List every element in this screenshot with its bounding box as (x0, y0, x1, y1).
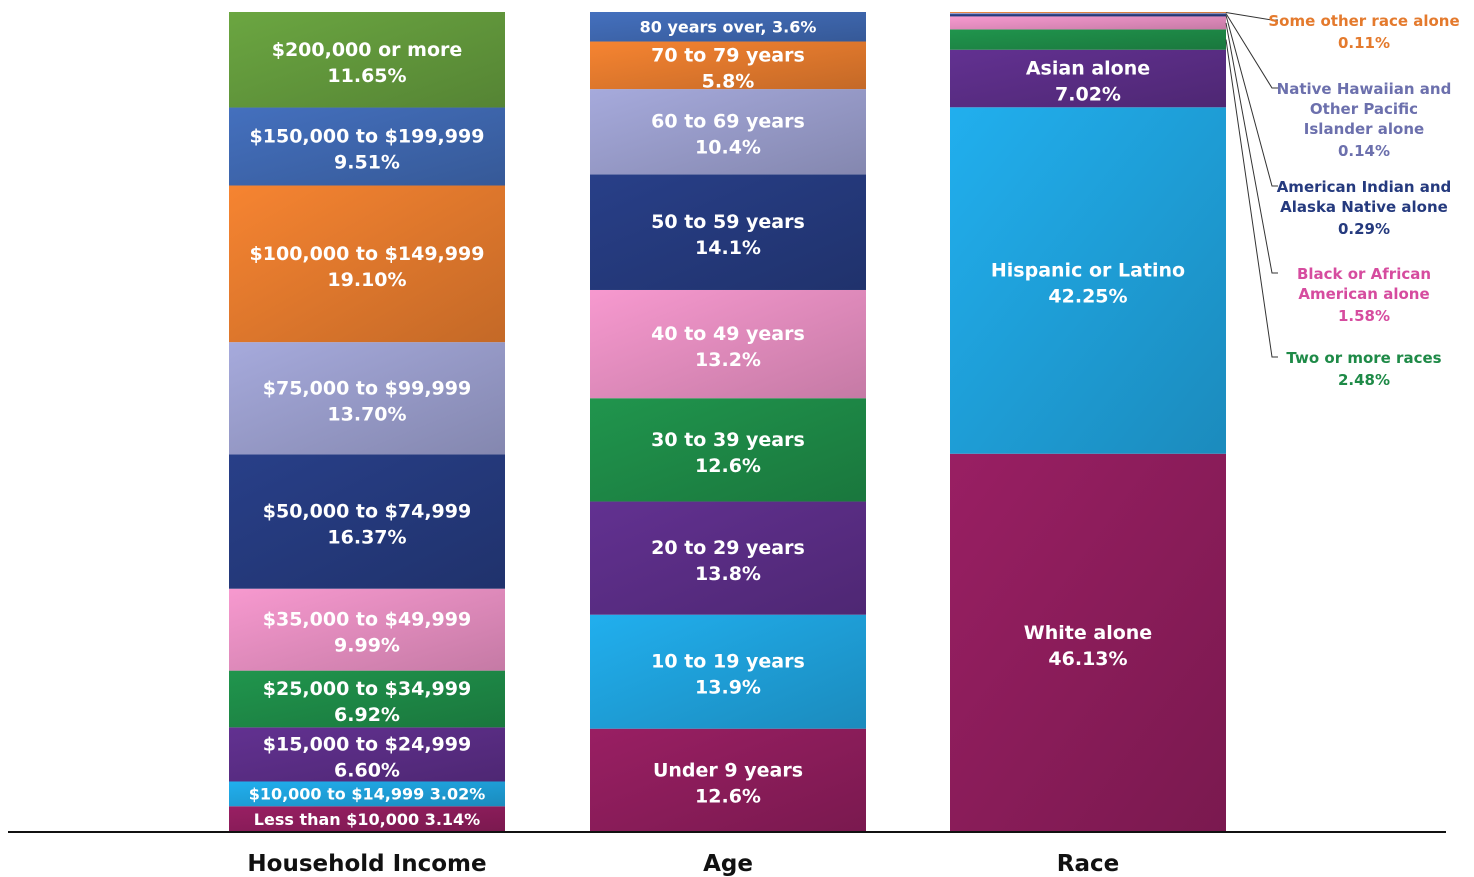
bar-segment-household-income-75-000-to-99-999 (229, 342, 505, 455)
bar-segment-household-income-150-000-to-199-999 (229, 107, 505, 186)
segment-value-75-000-to-99-999: 13.70% (327, 403, 406, 425)
segment-label-10-to-19-years: 10 to 19 years (651, 651, 805, 673)
category-label-age: Age (703, 851, 753, 877)
segment-value-white-alone: 46.13% (1048, 648, 1127, 670)
callout-label-some-other-race-alone-line-1: Some other race alone (1268, 12, 1459, 30)
bar-segment-race-native-hawaiian-and-other-pacific-islander-alone (950, 12, 1226, 15)
segment-value-30-to-39-years: 12.6% (695, 455, 761, 477)
segment-value-70-to-79-years: 5.8% (702, 70, 755, 92)
segment-value-40-to-49-years: 13.2% (695, 349, 761, 371)
segment-value-60-to-69-years: 10.4% (695, 137, 761, 159)
bar-segment-age-40-to-49-years (590, 289, 866, 399)
segment-value-150-000-to-199-999: 9.51% (334, 152, 400, 174)
segment-label-100-000-to-149-999: $100,000 to $149,999 (250, 243, 485, 265)
bar-segment-household-income-25-000-to-34-999 (229, 670, 505, 728)
callouts-layer: Two or more races 2.48% Black or African Am… (1225, 11, 1460, 389)
segment-label-200-000-or-more: $200,000 or more (272, 39, 463, 61)
segment-label-white-alone: White alone (1024, 622, 1152, 644)
bar-segment-age-50-to-59-years (590, 174, 866, 290)
callout-value-two-or-more-races: 2.48% (1338, 371, 1390, 389)
segment-value-under-9-years: 12.6% (695, 785, 761, 807)
callout-leader-black-or-african-american-alone (1225, 22, 1278, 274)
callout-leader-two-or-more-races (1225, 39, 1278, 358)
segment-value-hispanic-or-latino: 42.25% (1048, 286, 1127, 308)
callout-value-black-or-african-american-alone: 1.58% (1338, 307, 1390, 325)
segment-value-asian-alone: 7.02% (1055, 84, 1121, 106)
bar-segment-age-60-to-69-years (590, 89, 866, 175)
segment-value-50-to-59-years: 14.1% (695, 237, 761, 259)
category-labels-layer: Household Income Age Race (247, 851, 1119, 877)
callout-leader-native-hawaiian-and-other-pacific-islander-alone (1225, 13, 1278, 89)
segment-label-10-000-to-14-999: $10,000 to $14,999 3.02% (249, 785, 486, 804)
segment-value-50-000-to-74-999: 16.37% (327, 527, 406, 549)
segment-label-60-to-69-years: 60 to 69 years (651, 111, 805, 133)
segment-value-10-to-19-years: 13.9% (695, 677, 761, 699)
segment-value-200-000-or-more: 11.65% (327, 65, 406, 87)
segment-label-under-9-years: Under 9 years (653, 759, 803, 781)
segment-label-40-to-49-years: 40 to 49 years (651, 323, 805, 345)
segment-value-35-000-to-49-999: 9.99% (334, 635, 400, 657)
bar-segment-household-income-50-000-to-74-999 (229, 454, 505, 589)
bar-segment-race-asian-alone (950, 49, 1226, 108)
callout-label-native-hawaiian-and-other-pacific-islander-alone-line-1: Native Hawaiian and (1277, 80, 1452, 98)
bar-segment-race-some-other-race-alone (950, 12, 1226, 13)
callout-label-two-or-more-races-line-1: Two or more races (1286, 349, 1441, 367)
bar-segment-age-10-to-19-years (590, 614, 866, 729)
bar-segment-household-income-10-000-to-14-999 (229, 781, 505, 807)
segment-value-100-000-to-149-999: 19.10% (327, 269, 406, 291)
segment-label-20-to-29-years: 20 to 29 years (651, 537, 805, 559)
segment-label-80-years-over: 80 years over, 3.6% (640, 18, 817, 37)
segment-label-25-000-to-34-999: $25,000 to $34,999 (263, 678, 471, 700)
bar-segment-household-income-15-000-to-24-999 (229, 727, 505, 782)
callout-leader-some-other-race-alone (1225, 11, 1278, 21)
bar-segment-race-two-or-more-races (950, 29, 1226, 50)
segment-label-35-000-to-49-999: $35,000 to $49,999 (263, 609, 471, 631)
bar-segment-age-30-to-39-years (590, 398, 866, 502)
segment-label-hispanic-or-latino: Hispanic or Latino (991, 260, 1185, 282)
callout-label-native-hawaiian-and-other-pacific-islander-alone-line-2: Other Pacific (1310, 100, 1418, 118)
bar-segment-age-80-years-over (590, 12, 866, 42)
callout-label-american-indian-and-alaska-native-alone-line-1: American Indian and (1277, 178, 1452, 196)
bar-segment-race-hispanic-or-latino (950, 107, 1226, 454)
bar-segment-household-income-less-than-10-000 (229, 806, 505, 832)
bar-segment-race-black-or-african-american-alone (950, 16, 1226, 30)
callout-leader-american-indian-and-alaska-native-alone (1225, 15, 1278, 187)
callout-label-black-or-african-american-alone-line-1: Black or African (1297, 265, 1431, 283)
callout-value-american-indian-and-alaska-native-alone: 0.29% (1338, 220, 1390, 238)
bar-segment-age-70-to-79-years (590, 41, 866, 90)
segment-label-75-000-to-99-999: $75,000 to $99,999 (263, 377, 471, 399)
bar-segment-age-under-9-years (590, 728, 866, 832)
segment-value-15-000-to-24-999: 6.60% (334, 759, 400, 781)
bar-segment-race-american-indian-and-alaska-native-alone (950, 14, 1226, 17)
callout-value-some-other-race-alone: 0.11% (1338, 34, 1390, 52)
callout-label-american-indian-and-alaska-native-alone-line-2: Alaska Native alone (1280, 198, 1448, 216)
segment-value-20-to-29-years: 13.8% (695, 563, 761, 585)
segment-label-asian-alone: Asian alone (1026, 58, 1150, 80)
bar-segment-race-white-alone (950, 453, 1226, 832)
segment-label-15-000-to-24-999: $15,000 to $24,999 (263, 733, 471, 755)
callout-value-native-hawaiian-and-other-pacific-islander-alone: 0.14% (1338, 142, 1390, 160)
segment-label-150-000-to-199-999: $150,000 to $199,999 (250, 126, 485, 148)
segment-label-50-000-to-74-999: $50,000 to $74,999 (263, 501, 471, 523)
segment-label-50-to-59-years: 50 to 59 years (651, 211, 805, 233)
callout-label-black-or-african-american-alone-line-2: American alone (1298, 285, 1429, 303)
bar-segment-household-income-35-000-to-49-999 (229, 588, 505, 671)
callout-label-native-hawaiian-and-other-pacific-islander-alone-line-3: Islander alone (1304, 120, 1424, 138)
bar-segment-household-income-100-000-to-149-999 (229, 185, 505, 343)
category-label-household-income: Household Income (247, 851, 486, 877)
bar-segment-age-20-to-29-years (590, 501, 866, 615)
segment-labels-layer: Less than $10,000 3.14% $10,000 to $14,99… (249, 18, 1185, 829)
bar-segment-household-income-200-000-or-more (229, 12, 505, 108)
segment-label-30-to-39-years: 30 to 39 years (651, 429, 805, 451)
bars-layer (229, 12, 1226, 832)
segment-label-less-than-10-000: Less than $10,000 3.14% (254, 810, 480, 829)
category-label-race: Race (1057, 851, 1119, 877)
segment-label-70-to-79-years: 70 to 79 years (651, 44, 805, 66)
segment-value-25-000-to-34-999: 6.92% (334, 704, 400, 726)
